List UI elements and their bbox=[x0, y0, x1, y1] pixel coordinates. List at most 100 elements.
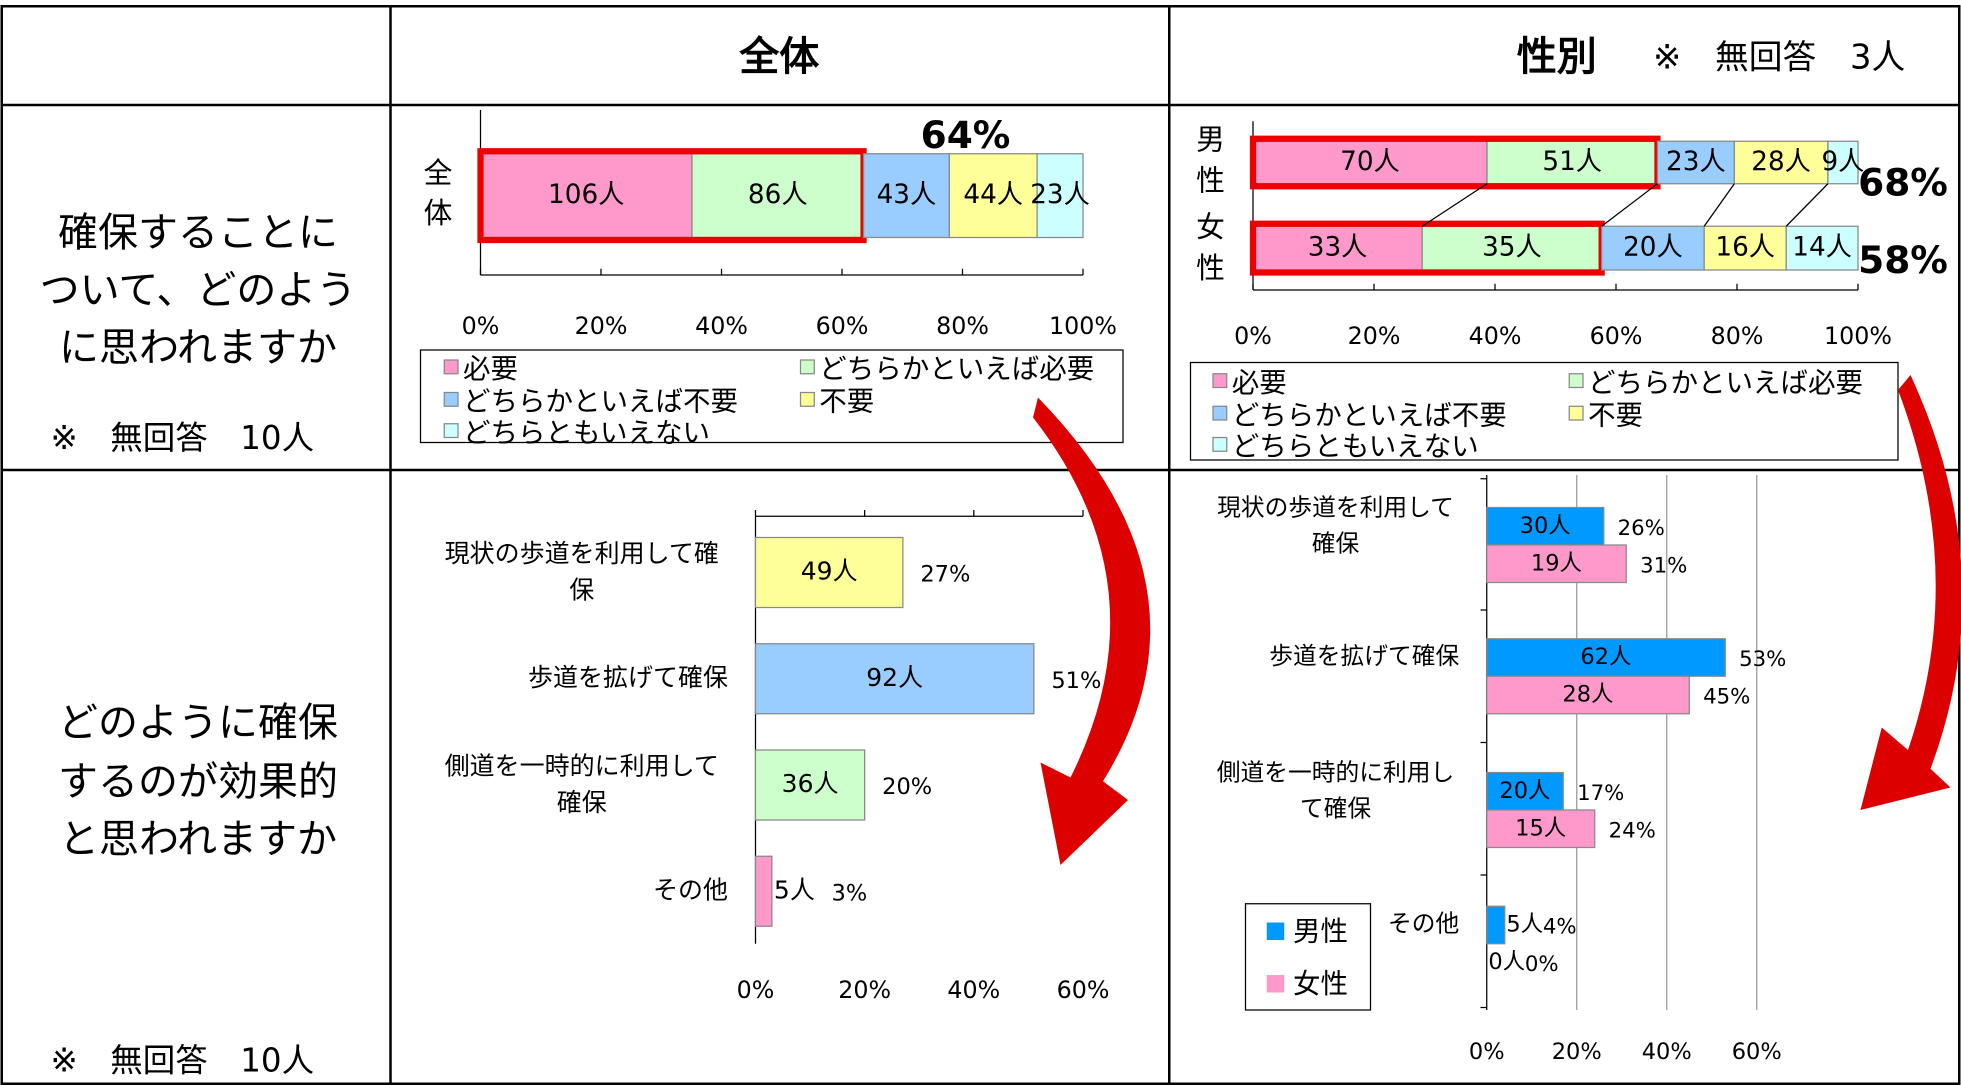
highlight-label: 64% bbox=[921, 113, 1011, 157]
value-label: 24% bbox=[1609, 818, 1656, 843]
category-label: 全 bbox=[424, 156, 453, 190]
legend-swatch bbox=[1568, 373, 1584, 389]
data-label: 70人 bbox=[1340, 147, 1400, 177]
count-label: 28人 bbox=[1562, 682, 1613, 708]
bar bbox=[754, 536, 904, 609]
category-label: 現状の歩道を利用して確 bbox=[445, 539, 719, 568]
question: どのように確保 bbox=[58, 700, 338, 746]
bar bbox=[1486, 675, 1690, 715]
bar bbox=[754, 643, 1035, 715]
bar-segment bbox=[1656, 140, 1735, 185]
value-label: 17% bbox=[1577, 781, 1624, 806]
charts: 確保することについて、どのように思われますかどのように確保するのが効果的と思われ… bbox=[40, 110, 1948, 1065]
question: に思われますか bbox=[59, 325, 337, 371]
category-label: 確保 bbox=[557, 788, 607, 817]
legend-label: どちらかといえば必要 bbox=[819, 353, 1094, 385]
x-tick-label: 40% bbox=[1469, 322, 1522, 350]
data-label: 86人 bbox=[748, 180, 808, 210]
x-tick-label: 20% bbox=[1552, 1039, 1602, 1065]
legend-label: どちらともいえない bbox=[1232, 431, 1479, 463]
x-tick-label: 0% bbox=[1234, 322, 1272, 350]
value-label: 26% bbox=[1618, 516, 1665, 541]
legend-swatch bbox=[1266, 975, 1285, 993]
header-overall: 全体 bbox=[738, 34, 819, 80]
category-label: て確保 bbox=[1300, 795, 1372, 823]
legend-label: 不要 bbox=[819, 386, 874, 418]
bar-segment bbox=[1036, 153, 1084, 239]
count-label: 49人 bbox=[801, 557, 858, 586]
bar bbox=[1486, 905, 1506, 945]
legend-swatch bbox=[1212, 405, 1228, 421]
category-label: 性 bbox=[1196, 251, 1225, 285]
data-label: 23人 bbox=[1666, 147, 1726, 177]
data-label: 51人 bbox=[1542, 147, 1602, 177]
category-label: その他 bbox=[653, 875, 728, 904]
bar bbox=[754, 749, 866, 821]
count-label: 62人 bbox=[1580, 644, 1631, 670]
question: と思われますか bbox=[59, 816, 337, 862]
legend-label: 不要 bbox=[1588, 399, 1643, 431]
row-note: ※ 無回答 10人 bbox=[51, 419, 315, 457]
legend-label: どちらかといえば不要 bbox=[1232, 399, 1507, 431]
category-label: 体 bbox=[424, 196, 453, 230]
header-gender: 性別 bbox=[1517, 34, 1597, 80]
category-label: 現状の歩道を利用して bbox=[1217, 493, 1454, 521]
data-label: 44人 bbox=[963, 180, 1023, 210]
x-tick-label: 0% bbox=[1469, 1039, 1505, 1065]
legend-label: 必要 bbox=[1232, 367, 1287, 399]
value-label: 45% bbox=[1703, 685, 1750, 710]
legend-label: どちらともいえない bbox=[463, 417, 710, 449]
count-label: 5人 bbox=[1506, 912, 1543, 938]
data-label: 106人 bbox=[548, 180, 624, 210]
question: するのが効果的 bbox=[58, 759, 338, 805]
data-label: 43人 bbox=[877, 180, 937, 210]
x-tick-label: 20% bbox=[838, 976, 891, 1004]
bar bbox=[754, 855, 773, 927]
value-label: 53% bbox=[1739, 647, 1786, 672]
data-label: 28人 bbox=[1751, 147, 1811, 177]
data-label: 35人 bbox=[1482, 233, 1542, 263]
header-note: ※ 無回答 3人 bbox=[1653, 37, 1905, 76]
count-label: 19人 bbox=[1531, 550, 1582, 576]
category-label: 側道を一時的に利用し bbox=[1217, 758, 1455, 786]
x-tick-label: 40% bbox=[695, 312, 748, 340]
legend-label: どちらかといえば不要 bbox=[463, 386, 738, 418]
bar-segment bbox=[1827, 140, 1859, 185]
count-label: 5人 bbox=[774, 875, 815, 904]
data-label: 9人 bbox=[1821, 147, 1864, 177]
bar-segment bbox=[1785, 225, 1859, 271]
category-label: 性 bbox=[1196, 164, 1225, 198]
bar bbox=[1486, 544, 1627, 584]
value-label: 27% bbox=[920, 562, 970, 588]
data-label: 20人 bbox=[1623, 233, 1683, 263]
value-label: 4% bbox=[1543, 915, 1577, 940]
legend-swatch bbox=[799, 359, 815, 375]
value-label: 20% bbox=[882, 774, 932, 800]
series-line bbox=[1785, 183, 1829, 227]
x-tick-label: 60% bbox=[1732, 1039, 1782, 1065]
legend-swatch bbox=[443, 423, 459, 439]
x-tick-label: 40% bbox=[947, 976, 1000, 1004]
row-note: ※ 無回答 10人 bbox=[51, 1042, 315, 1080]
legend-box bbox=[419, 349, 1124, 444]
legend-box bbox=[1244, 903, 1372, 1011]
category-label: 側道を一時的に利用して bbox=[445, 752, 719, 781]
arrow bbox=[1033, 397, 1151, 865]
legend-box bbox=[1189, 361, 1899, 461]
bar bbox=[1486, 506, 1605, 546]
x-tick-label: 0% bbox=[737, 976, 775, 1004]
data-label: 16人 bbox=[1715, 233, 1775, 263]
series-line bbox=[1601, 183, 1658, 227]
series-line bbox=[1703, 183, 1735, 227]
value-label: 31% bbox=[1640, 553, 1687, 578]
bar-segment bbox=[948, 153, 1038, 239]
arrow bbox=[1860, 375, 1961, 810]
legend-swatch bbox=[443, 359, 459, 375]
question: ついて、どのよう bbox=[40, 268, 357, 314]
bar-segment bbox=[1252, 225, 1423, 271]
bar-segment bbox=[1733, 140, 1829, 185]
x-tick-label: 20% bbox=[575, 312, 628, 340]
highlight-label: 58% bbox=[1858, 238, 1948, 282]
legend-label: 女性 bbox=[1293, 968, 1348, 1000]
